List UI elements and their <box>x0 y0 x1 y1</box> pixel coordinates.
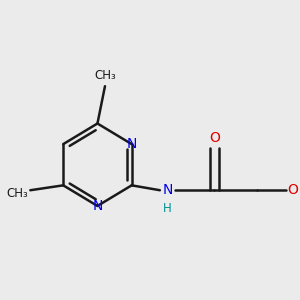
Text: O: O <box>287 183 298 197</box>
Text: CH₃: CH₃ <box>7 187 28 200</box>
Text: O: O <box>209 131 220 145</box>
Text: H: H <box>163 202 172 215</box>
Text: N: N <box>162 183 172 197</box>
Text: CH₃: CH₃ <box>94 69 116 82</box>
Text: N: N <box>92 199 103 213</box>
Text: N: N <box>127 137 137 151</box>
